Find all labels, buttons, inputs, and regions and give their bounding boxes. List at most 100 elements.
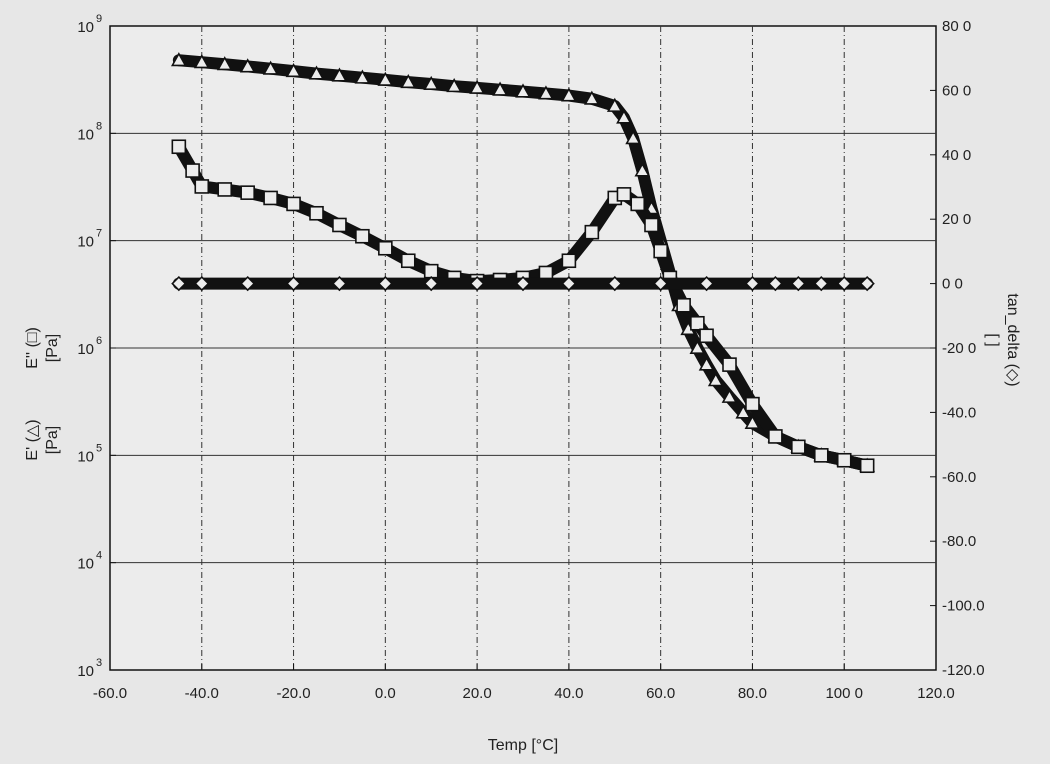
triangle-point bbox=[538, 85, 554, 100]
triangle-point bbox=[446, 78, 463, 93]
square-point bbox=[676, 297, 691, 313]
triangle-point bbox=[469, 79, 485, 94]
square-point bbox=[768, 429, 783, 444]
y-left-tick-label: 10 bbox=[77, 19, 94, 36]
diamond-point bbox=[767, 275, 784, 292]
triangle-point bbox=[331, 67, 348, 82]
y-right-tick-label: 80 0 bbox=[942, 18, 971, 35]
square-point bbox=[584, 224, 600, 240]
y-right-tick-label: -40.0 bbox=[942, 404, 976, 421]
square-point bbox=[630, 196, 646, 212]
triangle-point bbox=[515, 83, 531, 98]
x-tick-label: 80.0 bbox=[738, 685, 767, 702]
square-point bbox=[423, 263, 439, 279]
y-right-label-line: [ ] bbox=[984, 333, 1001, 346]
y-left-tick-label: 10 bbox=[77, 556, 94, 573]
triangle-point bbox=[561, 87, 577, 102]
y-left-label-line: E'' (□) bbox=[24, 327, 41, 369]
triangle-point bbox=[625, 130, 641, 145]
y-left-tick-label: 10 bbox=[77, 663, 94, 680]
y-left-label-line: E' (△) bbox=[24, 419, 41, 460]
y-left-tick-exponent: 7 bbox=[96, 228, 102, 240]
diamond-point bbox=[377, 275, 393, 292]
x-tick-label: -40.0 bbox=[185, 685, 219, 702]
y-right-axis-label: tan_delta (◇) [ ] bbox=[984, 293, 1021, 386]
y-left-tick-exponent: 6 bbox=[96, 335, 102, 347]
square-point bbox=[690, 315, 705, 331]
y-right-tick-label: -100.0 bbox=[942, 598, 985, 615]
y-left-tick-label: 10 bbox=[77, 341, 94, 358]
diamond-point bbox=[836, 275, 852, 292]
square-point bbox=[561, 253, 577, 269]
y-right-label-line: tan_delta (◇) bbox=[1004, 293, 1021, 386]
y-left-label-line: [Pa] bbox=[44, 426, 61, 454]
square-point bbox=[859, 458, 875, 474]
x-tick-label: 60.0 bbox=[646, 685, 675, 702]
square-point bbox=[791, 439, 806, 455]
triangle-point bbox=[707, 372, 724, 387]
triangle-point bbox=[423, 75, 440, 91]
diamond-point bbox=[607, 275, 623, 292]
y-left-tick-label: 10 bbox=[77, 126, 94, 143]
square-point bbox=[722, 357, 737, 372]
y-right-tick-labels: -120.0 -100.0 -80.0 -60.0 -40.0 -20 0 0 0 20 0 4… bbox=[930, 18, 985, 679]
square-point bbox=[263, 190, 278, 206]
triangle-point bbox=[377, 71, 394, 86]
y-left-tick-label: 10 bbox=[77, 234, 94, 251]
square-point bbox=[332, 217, 347, 233]
data-marks bbox=[170, 52, 876, 474]
triangle-point bbox=[735, 404, 752, 419]
y-right-tick-label: -60.0 bbox=[942, 469, 976, 486]
square-point bbox=[309, 205, 324, 221]
y-left-axis-label-2: E' (△) [Pa] bbox=[24, 419, 61, 460]
x-tick-label: -20.0 bbox=[276, 685, 310, 702]
square-point bbox=[644, 217, 659, 233]
diamond-point bbox=[194, 275, 210, 292]
y-right-tick-label: 0 0 bbox=[942, 276, 963, 293]
y-left-tick-exponent: 3 bbox=[96, 657, 102, 669]
y-right-tick-label: 60 0 bbox=[942, 82, 971, 99]
square-point bbox=[616, 187, 632, 202]
diamond-point bbox=[469, 275, 485, 292]
x-tick-label: 100 0 bbox=[825, 685, 863, 702]
square-point bbox=[400, 253, 416, 269]
grid-lines bbox=[110, 26, 936, 670]
square-point bbox=[185, 163, 200, 178]
triangle-point bbox=[583, 90, 600, 105]
diamond-point bbox=[744, 275, 761, 292]
square-point bbox=[171, 139, 187, 155]
y-right-tick-label: 40 0 bbox=[942, 147, 971, 164]
triangle-point bbox=[170, 52, 187, 67]
square-point bbox=[538, 265, 554, 281]
triangle-point bbox=[492, 81, 508, 96]
y-left-tick-exponent: 5 bbox=[96, 442, 102, 454]
x-tick-label: 20.0 bbox=[463, 685, 492, 702]
y-right-tick-label: -80.0 bbox=[942, 533, 976, 550]
square-point bbox=[745, 396, 760, 412]
triangle-point bbox=[634, 162, 651, 177]
diamond-point bbox=[331, 275, 348, 292]
y-left-tick-label: 10 bbox=[77, 448, 94, 465]
y-left-label-line: [Pa] bbox=[44, 334, 61, 362]
square-point bbox=[813, 448, 829, 463]
y-left-tick-exponent: 8 bbox=[96, 120, 102, 132]
square-point bbox=[194, 179, 210, 194]
diamond-point bbox=[285, 275, 302, 292]
triangle-point bbox=[308, 65, 325, 80]
y-left-tick-exponent: 4 bbox=[96, 550, 102, 562]
square-point bbox=[699, 328, 714, 344]
triangle-point bbox=[354, 69, 371, 84]
x-tick-label: 0.0 bbox=[375, 685, 396, 702]
diamond-point bbox=[240, 275, 256, 292]
square-point bbox=[378, 240, 393, 256]
triangle-point bbox=[616, 109, 632, 124]
diamond-point bbox=[698, 275, 715, 292]
diamond-point bbox=[561, 275, 577, 292]
square-point bbox=[240, 185, 255, 200]
triangle-point bbox=[285, 62, 302, 78]
y-left-axis-label: E'' (□) [Pa] bbox=[24, 327, 61, 369]
square-point bbox=[217, 182, 233, 197]
